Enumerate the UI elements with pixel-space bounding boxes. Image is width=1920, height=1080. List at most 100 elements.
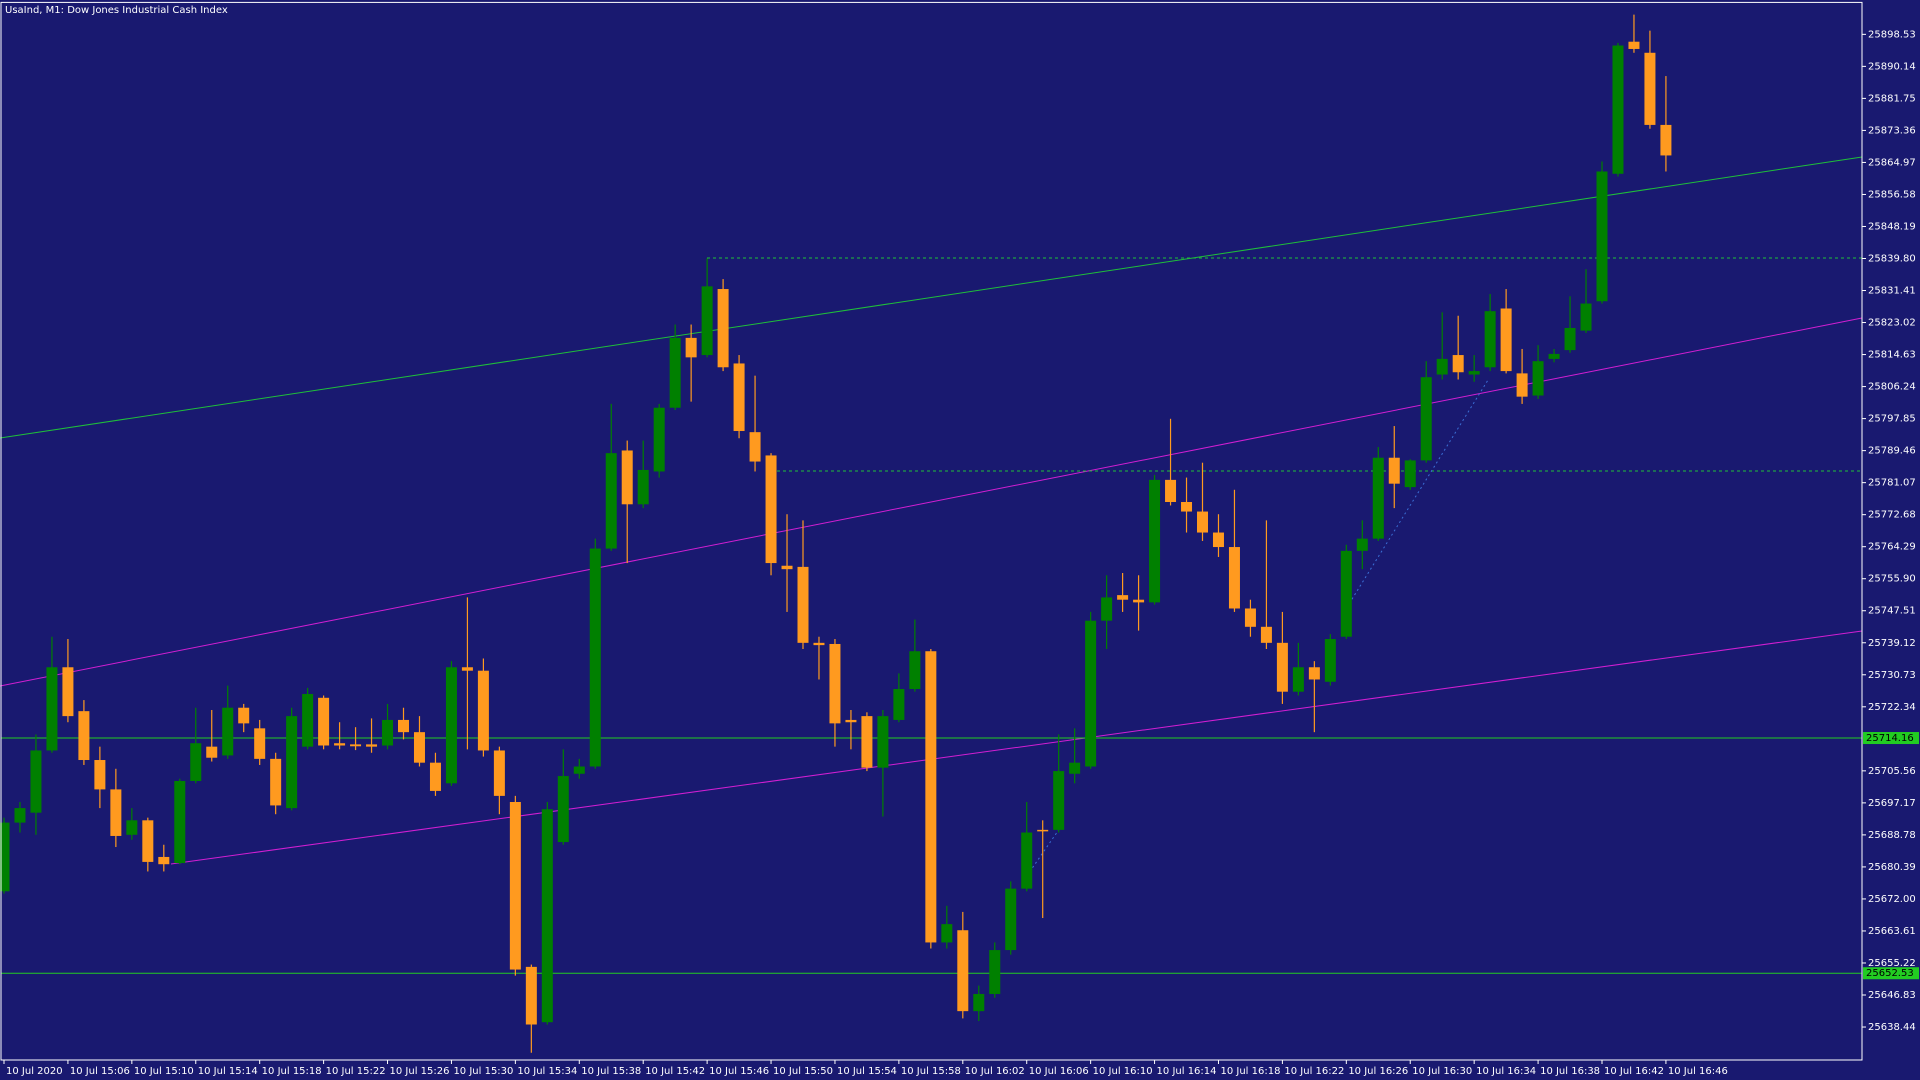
y-tick-label: 25772.68 — [1868, 510, 1916, 521]
y-tick-label: 25856.58 — [1868, 189, 1916, 200]
x-tick-label: 10 Jul 15:38 — [581, 1066, 641, 1077]
candle-body — [1468, 371, 1480, 375]
candle-body — [398, 719, 409, 733]
x-tick-label: 10 Jul 15:42 — [645, 1066, 705, 1077]
candle-body — [1133, 599, 1145, 603]
y-tick-label: 25722.34 — [1868, 702, 1916, 713]
candle-body — [78, 711, 90, 761]
candle-body — [110, 789, 122, 836]
y-tick-label: 25663.61 — [1868, 926, 1916, 937]
y-tick-label: 25881.75 — [1868, 93, 1916, 104]
candle-body — [1228, 547, 1240, 609]
x-tick-label: 10 Jul 15:14 — [198, 1066, 258, 1077]
x-tick-label: 10 Jul 15:06 — [70, 1066, 130, 1077]
candle-body — [1516, 373, 1528, 397]
x-tick-label: 10 Jul 15:26 — [390, 1066, 450, 1077]
candle-body — [493, 750, 505, 796]
y-tick-label: 25646.83 — [1868, 990, 1916, 1001]
y-tick-label: 25764.29 — [1868, 542, 1916, 553]
candle-body — [1149, 479, 1161, 603]
candle-body — [1181, 502, 1193, 512]
candle-body — [1436, 358, 1448, 375]
level-label-box — [1863, 732, 1919, 745]
candle-body — [1404, 460, 1416, 488]
candle-body — [925, 651, 937, 943]
candle-body — [350, 744, 362, 747]
x-tick-label: 10 Jul 15:22 — [326, 1066, 386, 1077]
x-tick-label: 10 Jul 15:58 — [901, 1066, 961, 1077]
x-tick-label: 10 Jul 16:18 — [1220, 1066, 1280, 1077]
candle-body — [781, 565, 793, 570]
candle-body — [797, 566, 809, 643]
candle-body — [1005, 888, 1017, 951]
plot-frame — [0, 1, 1863, 1061]
candle-body — [653, 407, 665, 472]
candle-body — [190, 743, 202, 782]
candle-body — [813, 642, 825, 646]
candle-body — [334, 743, 346, 746]
candle-body — [525, 966, 537, 1025]
candle-body — [1069, 762, 1081, 774]
candle-body — [1580, 303, 1592, 331]
candle-body — [893, 689, 905, 720]
candle-body — [877, 716, 889, 768]
candle-body — [1372, 457, 1384, 539]
candle-body — [445, 667, 457, 784]
candle-body — [174, 781, 186, 864]
candle-body — [1548, 353, 1560, 359]
y-tick-label: 25697.17 — [1868, 798, 1916, 809]
y-tick-label: 25873.36 — [1868, 125, 1916, 136]
candle-body — [909, 651, 921, 690]
candle-body — [1388, 457, 1400, 484]
y-tick-label: 25797.85 — [1868, 414, 1916, 425]
candle-body — [0, 822, 10, 892]
candle-body — [1101, 597, 1113, 621]
candle-body — [973, 993, 985, 1012]
candle-body — [1340, 550, 1352, 637]
x-tick-label: 10 Jul 16:14 — [1157, 1066, 1217, 1077]
candle-body — [989, 950, 1001, 994]
candle-body — [1324, 639, 1336, 682]
level-label: 25714.16 — [1866, 733, 1914, 744]
x-tick-label: 10 Jul 15:54 — [837, 1066, 897, 1077]
y-tick-label: 25739.12 — [1868, 638, 1916, 649]
y-tick-label: 25898.53 — [1868, 29, 1916, 40]
candle-body — [701, 286, 713, 356]
candle-body — [62, 667, 74, 717]
candle-body — [717, 289, 729, 368]
candle-body — [1644, 52, 1656, 125]
candle-body — [206, 746, 218, 758]
candle-body — [366, 744, 378, 747]
candle-body — [957, 930, 969, 1012]
y-tick-label: 25789.46 — [1868, 446, 1916, 457]
candle-body — [589, 548, 601, 767]
candle-body — [46, 667, 58, 751]
candle-body — [733, 363, 745, 432]
candle-body — [685, 337, 697, 358]
y-tick-label: 25688.78 — [1868, 830, 1916, 841]
candle-body — [765, 455, 777, 564]
level-label: 25652.53 — [1866, 968, 1914, 979]
y-tick-label: 25672.00 — [1868, 894, 1916, 905]
candle-body — [1197, 511, 1208, 533]
candle-body — [1612, 45, 1624, 174]
y-tick-label: 25806.24 — [1868, 382, 1916, 393]
y-tick-label: 25680.39 — [1868, 862, 1916, 873]
candle-body — [829, 643, 841, 724]
candle-body — [302, 693, 314, 747]
candle-body — [254, 728, 266, 759]
candle-body — [158, 856, 170, 865]
candle-body — [1085, 620, 1097, 767]
candle-body — [621, 450, 633, 505]
candle-body — [1165, 479, 1177, 503]
candle-body — [557, 776, 569, 843]
candle-body — [222, 707, 234, 756]
candle-body — [1452, 355, 1464, 373]
trend-line — [0, 156, 1863, 439]
candle-body — [1260, 626, 1272, 643]
candle-body — [318, 697, 330, 746]
x-tick-label: 10 Jul 16:34 — [1476, 1066, 1536, 1077]
candle-body — [637, 469, 649, 505]
